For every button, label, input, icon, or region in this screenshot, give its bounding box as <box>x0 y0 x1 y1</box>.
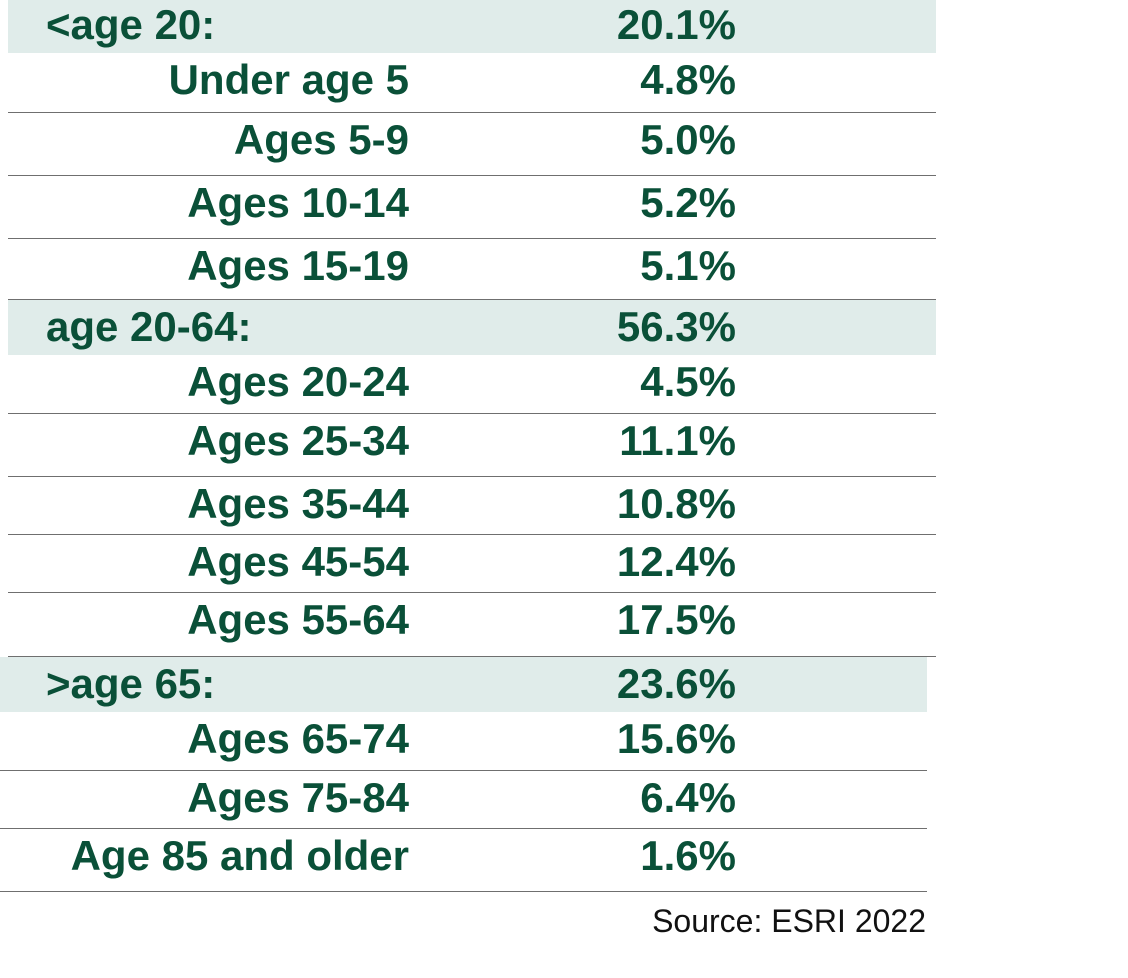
age-range-label: Ages 15-19 <box>187 242 409 289</box>
group-row: <age 20: 20.1% <box>8 0 936 53</box>
age-range-label: Ages 10-14 <box>187 179 409 226</box>
percentage-value: 10.8% <box>616 480 736 527</box>
age-range-label: Ages 5-9 <box>233 116 409 163</box>
age-range-label: Ages 55-64 <box>187 596 409 643</box>
percentage-value: 17.5% <box>616 596 736 643</box>
group-row: age 20-64: 56.3% <box>8 300 936 355</box>
table-row: Ages 35-44 10.8% <box>8 477 936 535</box>
percentage-value: 4.8% <box>640 56 736 103</box>
percentage-value: 12.4% <box>616 538 736 585</box>
age-range-label: Ages 20-24 <box>187 358 409 405</box>
age-range-label: Age 85 and older <box>70 832 409 879</box>
table-row: Ages 25-34 11.1% <box>8 414 936 477</box>
percentage-value: 5.2% <box>640 179 736 226</box>
group-percentage: 23.6% <box>616 660 736 707</box>
percentage-value: 15.6% <box>616 715 736 762</box>
group-row: >age 65: 23.6% <box>0 657 927 712</box>
percentage-value: 6.4% <box>640 774 736 821</box>
age-range-label: Ages 25-34 <box>187 417 409 464</box>
source-note: Source: ESRI 2022 <box>652 903 926 939</box>
age-range-label: Ages 75-84 <box>187 774 409 821</box>
group-label: >age 65: <box>46 660 216 707</box>
table-row: Under age 5 4.8% <box>8 53 936 113</box>
table-row: Ages 5-9 5.0% <box>8 113 936 176</box>
group-percentage: 20.1% <box>616 1 736 48</box>
table-row: Ages 20-24 4.5% <box>8 355 936 414</box>
percentage-value: 11.1% <box>619 417 736 464</box>
table-row: Ages 55-64 17.5% <box>8 593 936 657</box>
age-range-label: Under age 5 <box>168 56 409 103</box>
group-label: <age 20: <box>46 1 216 48</box>
table-row: Age 85 and older 1.6% <box>0 829 927 892</box>
age-range-label: Ages 65-74 <box>187 715 409 762</box>
group-label: age 20-64: <box>46 303 252 350</box>
age-range-label: Ages 35-44 <box>187 480 409 527</box>
percentage-value: 1.6% <box>640 832 736 879</box>
group-percentage: 56.3% <box>616 303 736 350</box>
table-row: Ages 45-54 12.4% <box>8 535 936 593</box>
table-row: Ages 65-74 15.6% <box>0 712 927 771</box>
table-row: Ages 15-19 5.1% <box>8 239 936 300</box>
table-row: Ages 75-84 6.4% <box>0 771 927 829</box>
table-row: Ages 10-14 5.2% <box>8 176 936 239</box>
age-range-label: Ages 45-54 <box>187 538 409 585</box>
percentage-value: 5.1% <box>640 242 736 289</box>
percentage-value: 5.0% <box>640 116 736 163</box>
percentage-value: 4.5% <box>640 358 736 405</box>
